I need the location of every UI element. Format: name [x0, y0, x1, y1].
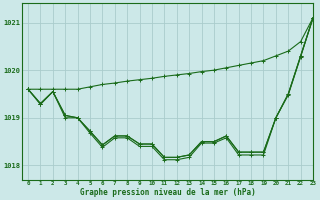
X-axis label: Graphe pression niveau de la mer (hPa): Graphe pression niveau de la mer (hPa)	[80, 188, 255, 197]
